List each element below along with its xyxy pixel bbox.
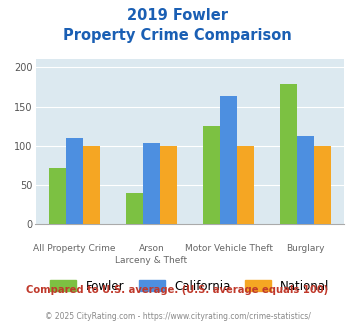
Bar (220, 96, 237, 224)
Bar (280, 84, 297, 224)
Bar (126, 193, 143, 224)
Text: All Property Crime: All Property Crime (33, 244, 115, 253)
Bar (314, 146, 331, 224)
Bar (143, 144, 160, 224)
Bar (237, 146, 254, 224)
Legend: Fowler, California, National: Fowler, California, National (50, 280, 329, 293)
Text: 2019 Fowler: 2019 Fowler (127, 8, 228, 23)
Text: Property Crime Comparison: Property Crime Comparison (63, 28, 292, 43)
Bar (297, 136, 314, 224)
Text: © 2025 CityRating.com - https://www.cityrating.com/crime-statistics/: © 2025 CityRating.com - https://www.city… (45, 312, 310, 321)
Text: Larceny & Theft: Larceny & Theft (115, 256, 187, 265)
Bar (83, 146, 100, 224)
Bar (160, 146, 177, 224)
Bar (49, 168, 66, 224)
Text: Motor Vehicle Theft: Motor Vehicle Theft (185, 244, 273, 253)
Bar (66, 138, 83, 224)
Text: Arson: Arson (138, 244, 164, 253)
Text: Burglary: Burglary (286, 244, 325, 253)
Text: Compared to U.S. average. (U.S. average equals 100): Compared to U.S. average. (U.S. average … (26, 285, 329, 295)
Bar (203, 126, 220, 224)
